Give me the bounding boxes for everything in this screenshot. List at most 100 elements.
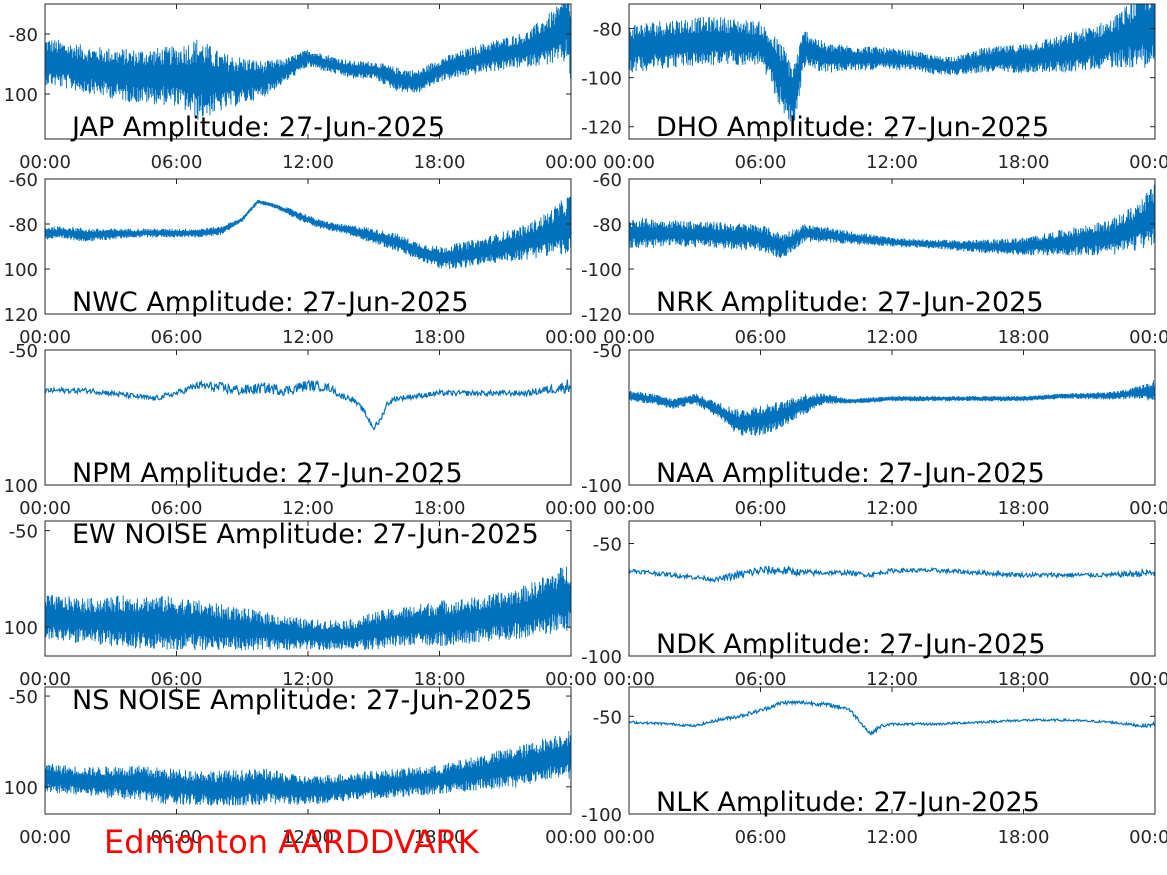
- panel-title-nwc: NWC Amplitude: 27-Jun-2025: [72, 287, 469, 318]
- x-tick-label-nrk: 00:00: [1129, 327, 1167, 348]
- y-tick-label-nrk: -60: [593, 170, 622, 191]
- x-tick-label-dho: 12:00: [866, 152, 918, 173]
- panel-title-jap: JAP Amplitude: 27-Jun-2025: [70, 112, 445, 143]
- series-line-naa: [629, 379, 1155, 436]
- panel-ew-noise: -50 100 00:00 06:00 12:00 18:00 00:00 EW NOISE …: [4, 519, 597, 690]
- panel-title-nrk: NRK Amplitude: 27-Jun-2025: [656, 287, 1044, 318]
- panel-title-naa: NAA Amplitude: 27-Jun-2025: [656, 458, 1045, 489]
- panel-title-ndk: NDK Amplitude: 27-Jun-2025: [656, 629, 1046, 660]
- y-tick-label-nwc: 120: [4, 305, 38, 326]
- x-tick-label-naa: 12:00: [866, 498, 918, 519]
- y-tick-label-ew-noise: 100: [4, 618, 38, 639]
- x-tick-label-npm: 12:00: [282, 498, 334, 519]
- y-tick-label-nrk: -80: [593, 215, 622, 236]
- x-tick-label-jap: 00:00: [19, 152, 71, 173]
- series-line-ew-noise: [45, 566, 571, 651]
- x-tick-label-ew-noise: 06:00: [151, 669, 203, 690]
- series-line-nwc: [45, 197, 571, 269]
- x-tick-label-jap: 00:00: [545, 152, 597, 173]
- x-tick-label-dho: 18:00: [998, 152, 1050, 173]
- x-tick-label-naa: 00:00: [603, 498, 655, 519]
- panel-dho: -80-100-12000:0006:0012:0018:0000:00DHO …: [581, 3, 1167, 173]
- x-tick-label-ew-noise: 12:00: [282, 669, 334, 690]
- y-tick-label-dho: -100: [581, 69, 622, 90]
- x-tick-label-naa: 00:00: [1129, 498, 1167, 519]
- x-tick-label-ndk: 18:00: [998, 669, 1050, 690]
- x-tick-label-nwc: 00:00: [545, 327, 597, 348]
- x-tick-label-nwc: 06:00: [151, 327, 203, 348]
- series-line-nrk: [629, 184, 1155, 259]
- series-line-nlk: [629, 699, 1155, 736]
- panel-title-ew-noise: EW NOISE Amplitude: 27-Jun-2025: [72, 519, 539, 550]
- panel-jap: -80 100 00:00 06:00 12:00 18:00 00:00 JAP Ampli…: [4, 3, 597, 173]
- y-tick-label-naa: -50: [593, 341, 622, 362]
- x-tick-label-nwc: 00:00: [19, 327, 71, 348]
- panel-title-ns-noise: NS NOISE Amplitude: 27-Jun-2025: [72, 685, 532, 716]
- x-tick-label-jap: 06:00: [151, 152, 203, 173]
- x-tick-label-nlk: 00:00: [1129, 827, 1167, 848]
- x-tick-label-dho: 06:00: [735, 152, 787, 173]
- y-tick-label-nrk: -100: [581, 260, 622, 281]
- x-tick-label-ns-noise: 06:00: [151, 827, 203, 848]
- x-tick-label-naa: 06:00: [735, 498, 787, 519]
- y-tick-label-nlk: -100: [581, 805, 622, 826]
- x-tick-label-ndk: 00:00: [603, 669, 655, 690]
- series-line-ndk: [629, 564, 1155, 583]
- x-tick-label-npm: 00:00: [545, 498, 597, 519]
- x-tick-label-ns-noise: 12:00: [282, 827, 334, 848]
- y-tick-label-jap: 100: [4, 85, 38, 106]
- x-tick-label-dho: 00:00: [603, 152, 655, 173]
- series-line-jap: [45, 4, 571, 120]
- series-line-ns-noise: [45, 729, 571, 806]
- x-tick-label-dho: 00:00: [1129, 152, 1167, 173]
- y-tick-label-nrk: -120: [581, 305, 622, 326]
- y-tick-label-nlk: -50: [593, 707, 622, 728]
- y-tick-label-ew-noise: -50: [9, 522, 38, 543]
- x-tick-label-npm: 00:00: [19, 498, 71, 519]
- y-tick-label-dho: -80: [593, 20, 622, 41]
- x-tick-label-nlk: 06:00: [735, 827, 787, 848]
- y-tick-label-nwc: -60: [9, 170, 38, 191]
- x-tick-label-nrk: 00:00: [603, 327, 655, 348]
- x-tick-label-ns-noise: 00:00: [19, 827, 71, 848]
- x-tick-label-nrk: 18:00: [998, 327, 1050, 348]
- y-tick-label-jap: -80: [9, 25, 38, 46]
- x-tick-label-nlk: 18:00: [998, 827, 1050, 848]
- x-tick-label-nrk: 06:00: [735, 327, 787, 348]
- x-tick-label-npm: 06:00: [151, 498, 203, 519]
- x-tick-label-ndk: 00:00: [1129, 669, 1167, 690]
- x-tick-label-ew-noise: 00:00: [19, 669, 71, 690]
- y-tick-label-ndk: -50: [593, 535, 622, 556]
- x-tick-label-ew-noise: 18:00: [414, 669, 466, 690]
- x-tick-label-ns-noise: 18:00: [414, 827, 466, 848]
- panel-title-npm: NPM Amplitude: 27-Jun-2025: [72, 458, 463, 489]
- panel-ns-noise: -50 100 00:00 06:00 12:00 18:00 00:00 NS NOISE …: [4, 685, 597, 848]
- y-tick-label-npm: -50: [9, 341, 38, 362]
- series-line-npm: [45, 379, 571, 431]
- x-tick-label-jap: 18:00: [414, 152, 466, 173]
- x-tick-label-nlk: 12:00: [866, 827, 918, 848]
- panel-title-nlk: NLK Amplitude: 27-Jun-2025: [656, 787, 1040, 818]
- x-tick-label-ew-noise: 00:00: [545, 669, 597, 690]
- panel-title-dho: DHO Amplitude: 27-Jun-2025: [656, 112, 1049, 143]
- x-tick-label-jap: 12:00: [282, 152, 334, 173]
- panel-nrk: -60-80-100-12000:0006:0012:0018:0000:00N…: [581, 170, 1167, 348]
- y-tick-label-dho: -120: [581, 118, 622, 139]
- y-tick-label-ndk: -100: [581, 647, 622, 668]
- y-tick-label-npm: 100: [4, 476, 38, 497]
- x-tick-label-nrk: 12:00: [866, 327, 918, 348]
- x-tick-label-ndk: 12:00: [866, 669, 918, 690]
- y-tick-label-ns-noise: -50: [9, 687, 38, 708]
- y-tick-label-nwc: -80: [9, 215, 38, 236]
- y-tick-label-naa: -100: [581, 476, 622, 497]
- x-tick-label-nlk: 00:00: [603, 827, 655, 848]
- y-tick-label-ns-noise: 100: [4, 778, 38, 799]
- x-tick-label-ndk: 06:00: [735, 669, 787, 690]
